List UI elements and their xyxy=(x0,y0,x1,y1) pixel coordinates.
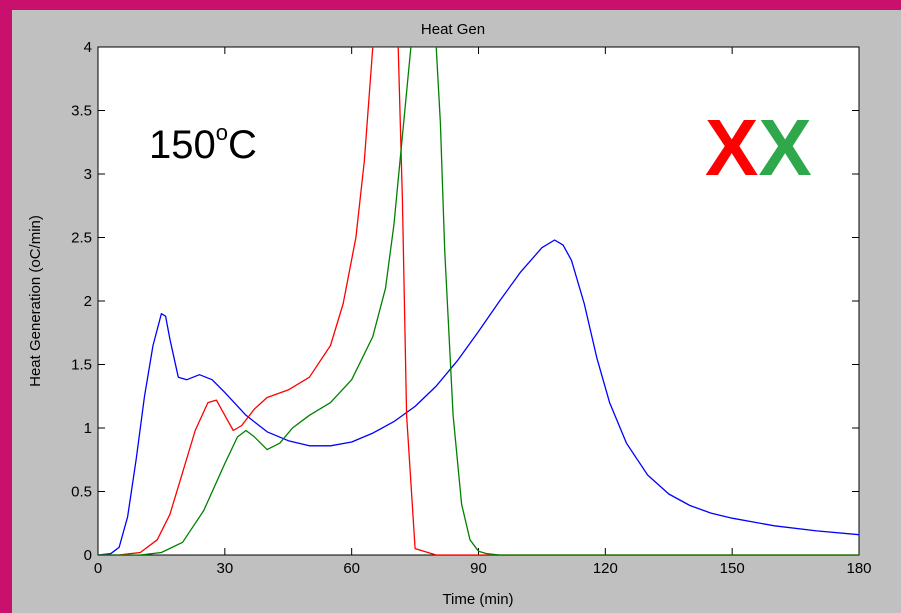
y-tick-label: 2.5 xyxy=(71,230,92,247)
y-tick-label: 1.5 xyxy=(71,357,92,374)
x-tick-label: 90 xyxy=(470,560,487,577)
red-x-mark: X xyxy=(705,103,759,192)
series-line-green xyxy=(98,47,859,555)
x-tick-label: 120 xyxy=(593,560,618,577)
y-axis-title: Heat Generation (oC/min) xyxy=(27,215,44,387)
x-axis-ticks: 0 30 60 90 120 150 180 xyxy=(94,47,872,577)
y-tick-label: 3.5 xyxy=(71,103,92,120)
degree-superscript: o xyxy=(215,120,228,145)
series-line-blue xyxy=(98,239,859,555)
heat-gen-chart: Heat Gen 0 30 60 90 120 150 180 0 0.5 1 1.5 2 2.5 3 3… xyxy=(27,21,872,608)
accent-bar-left xyxy=(0,0,12,613)
temperature-unit: C xyxy=(228,123,257,167)
y-axis-ticks: 0 0.5 1 1.5 2 2.5 3 3.5 4 xyxy=(71,39,859,564)
figure-window: Heat Gen 0 30 60 90 120 150 180 0 0.5 1 1.5 2 2.5 3 3… xyxy=(12,10,901,613)
x-tick-label: 30 xyxy=(216,560,233,577)
y-tick-label: 4 xyxy=(84,39,92,56)
x-tick-label: 0 xyxy=(94,560,102,577)
xx-marks: XX xyxy=(705,108,812,188)
accent-bar-top xyxy=(0,0,901,10)
x-tick-label: 60 xyxy=(343,560,360,577)
chart-title: Heat Gen xyxy=(421,21,485,38)
green-x-mark: X xyxy=(758,103,812,192)
y-tick-label: 3 xyxy=(84,166,92,183)
x-axis-title: Time (min) xyxy=(442,591,513,608)
y-tick-label: 1 xyxy=(84,420,92,437)
temperature-number: 150 xyxy=(149,123,216,167)
plot-area xyxy=(97,46,860,556)
x-tick-label: 180 xyxy=(846,560,871,577)
series-layer xyxy=(98,47,859,555)
x-tick-label: 150 xyxy=(720,560,745,577)
y-tick-label: 0 xyxy=(84,547,92,564)
y-tick-label: 0.5 xyxy=(71,484,92,501)
temperature-label: 150oC xyxy=(149,120,257,167)
y-tick-label: 2 xyxy=(84,293,92,310)
